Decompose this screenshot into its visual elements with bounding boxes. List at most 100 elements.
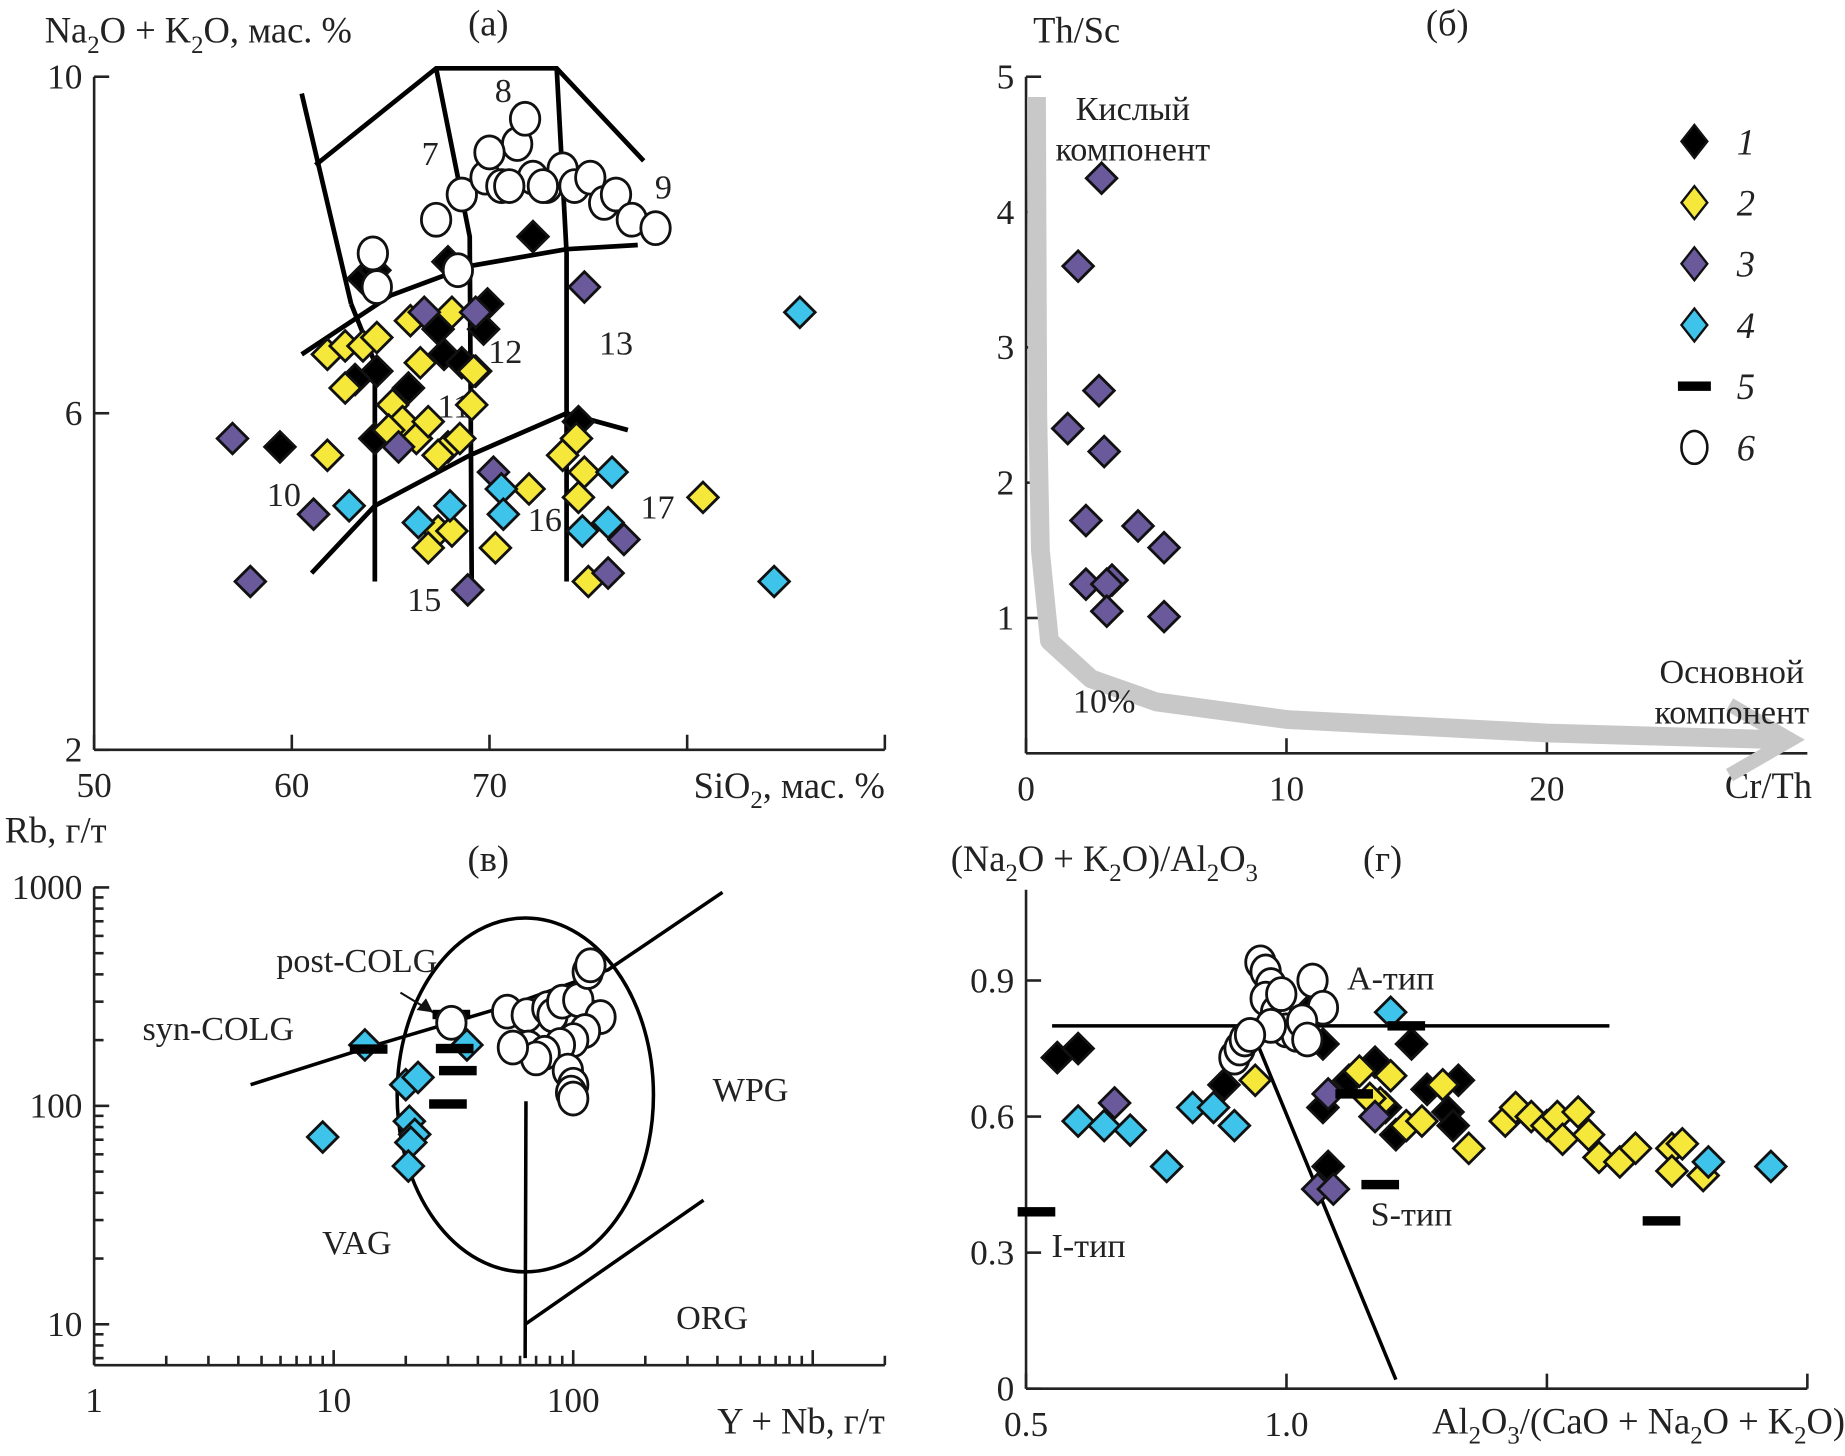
- data-point-diamond-s3: [1146, 530, 1182, 565]
- data-point-diamond-s4: [331, 488, 367, 524]
- data-point-diamond-s1: [1206, 1067, 1242, 1103]
- data-point-circle-s6: [1233, 1017, 1267, 1053]
- data-point-circle-s6: [1265, 976, 1298, 1012]
- subscript: 2: [750, 787, 762, 814]
- data-point-diamond-s4: [565, 513, 600, 549]
- data-point-diamond-s3: [1316, 1171, 1351, 1207]
- data-point-diamond-s2: [1654, 1153, 1690, 1189]
- field-label: A-тип: [1347, 961, 1434, 998]
- data-point-diamond-s3: [567, 269, 602, 305]
- y-tick-label: 5: [997, 57, 1015, 96]
- data-point-circle-s6: [356, 235, 389, 272]
- label-part: Rb, г/т: [5, 811, 107, 851]
- annotation: 10%: [1073, 684, 1136, 721]
- data-point-diamond-s2: [310, 438, 345, 473]
- data-point-diamond-s4: [1112, 1112, 1148, 1148]
- data-point-diamond-s1: [1435, 1108, 1471, 1143]
- legend-marker-diamond: [1679, 123, 1709, 160]
- field-label: 8: [495, 73, 512, 110]
- y-tick-label: 6: [65, 394, 83, 433]
- subscript: 2: [1005, 860, 1017, 887]
- x-tick-label: 1.0: [1264, 1405, 1308, 1444]
- data-point-circle-s6: [496, 1029, 530, 1066]
- legend-marker-diamond: [1679, 306, 1709, 344]
- label-part: O: [1481, 1401, 1507, 1441]
- data-point-circle-s6: [493, 168, 526, 204]
- post-colg-arrowhead: [416, 998, 434, 1013]
- legend-label: 3: [1736, 245, 1755, 285]
- field-boundary: [299, 93, 354, 305]
- data-point-diamond-s2: [1373, 1058, 1408, 1094]
- x-tick-label: 1: [85, 1381, 103, 1420]
- data-point-dash-s5: [349, 1044, 388, 1054]
- annotation: компонент: [1055, 132, 1210, 169]
- data-point-circle-s6: [526, 168, 559, 204]
- data-point-diamond-s3: [1120, 508, 1156, 544]
- legend-label: 2: [1737, 184, 1755, 224]
- data-point-diamond-s3: [1050, 411, 1086, 446]
- data-point-circle-s6: [435, 1004, 468, 1041]
- data-point-diamond-s3: [1097, 1085, 1132, 1121]
- data-point-diamond-s3: [1086, 434, 1122, 469]
- data-point-diamond-s4: [756, 564, 792, 599]
- data-point-diamond-s4: [1691, 1144, 1726, 1180]
- field-label: I-тип: [1051, 1228, 1125, 1265]
- series-6: [356, 100, 672, 305]
- label-part: O)/Al: [1122, 839, 1207, 879]
- field-boundary: [524, 1198, 705, 1326]
- subscript: 2: [1109, 860, 1121, 887]
- y-tick-label: 100: [29, 1087, 82, 1126]
- annotation: компонент: [1654, 695, 1809, 732]
- data-point-diamond-s2: [1665, 1126, 1700, 1162]
- label-part: O: [1219, 839, 1245, 879]
- y-tick-label: 0: [997, 1369, 1015, 1408]
- legend-item-5: 5: [1677, 367, 1755, 407]
- field-label: WPG: [713, 1072, 789, 1109]
- panel-label: (б): [1426, 4, 1469, 44]
- y-axis-label: Th/Sc: [1033, 11, 1120, 51]
- series-6: [435, 947, 617, 1117]
- data-point-diamond-s2: [561, 480, 596, 515]
- data-point-diamond-s1: [515, 219, 551, 254]
- label-part: Na: [45, 11, 88, 51]
- data-point-circle-s6: [445, 176, 478, 213]
- field-label: post-COLG: [276, 943, 437, 980]
- data-point-dash-s5: [1387, 1021, 1426, 1031]
- label-part: , мас. %: [763, 766, 885, 806]
- x-tick-label: 0.5: [1004, 1405, 1048, 1444]
- y-tick-label: 10: [47, 57, 82, 96]
- data-point-diamond-s3: [406, 294, 442, 330]
- data-point-diamond-s3: [1084, 160, 1119, 196]
- field-label: 15: [407, 582, 441, 619]
- data-point-diamond-s3: [1089, 593, 1125, 629]
- data-point-diamond-s2: [1237, 1062, 1273, 1098]
- series-6: [1218, 944, 1340, 1076]
- axes: 0.5 1.0 0 0.3 0.6 0.9: [970, 889, 1809, 1444]
- subscript: 2: [87, 32, 99, 59]
- x-tick-label: 100: [547, 1381, 600, 1420]
- legend-item-3: 3: [1679, 245, 1755, 285]
- data-point-dash-s5: [435, 1043, 474, 1054]
- legend-marker-diamond: [1679, 184, 1709, 221]
- data-point-diamond-s4: [486, 496, 521, 532]
- data-point-diamond-s4: [1086, 1108, 1122, 1143]
- panel-label: (в): [468, 839, 510, 879]
- field-boundary: [1248, 1025, 1398, 1381]
- y-tick-label: 4: [997, 193, 1015, 232]
- series-3: [1050, 160, 1182, 634]
- x-tick-label: 0: [1017, 769, 1035, 808]
- data-point-diamond-s3: [381, 429, 416, 465]
- series-4: [331, 294, 818, 599]
- label-part: /(CaO + Na: [1520, 1401, 1690, 1441]
- legend-item-4: 4: [1679, 306, 1755, 346]
- mixing-arrowhead: [1726, 698, 1805, 782]
- data-point-diamond-s2: [685, 480, 721, 515]
- data-point-diamond-s3: [590, 555, 626, 591]
- data-point-circle-s6: [360, 269, 393, 305]
- data-point-diamond-s2: [478, 530, 513, 566]
- data-point-diamond-s4: [432, 488, 468, 524]
- data-point-diamond-s4: [594, 454, 630, 490]
- y-tick-label: 1: [997, 599, 1015, 638]
